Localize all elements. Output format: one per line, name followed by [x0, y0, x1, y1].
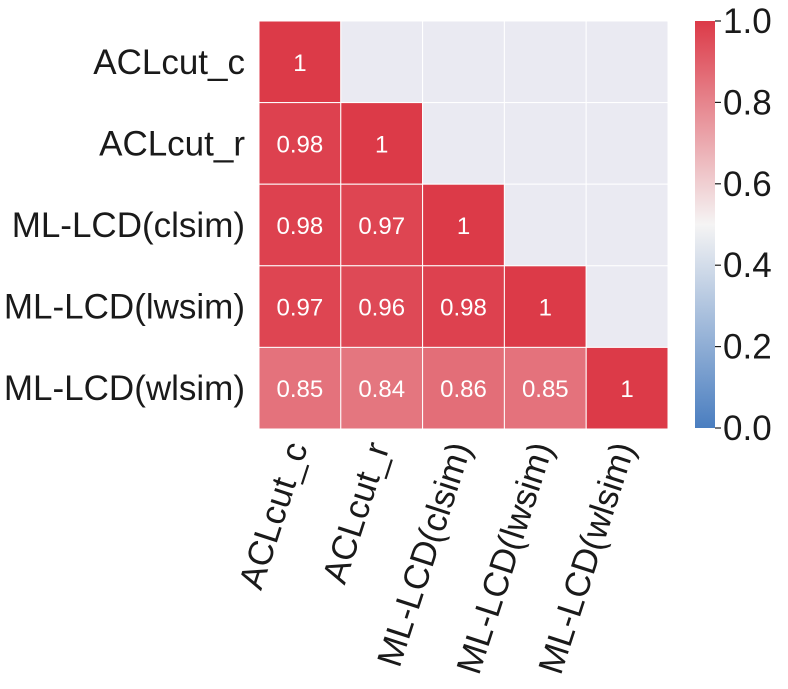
cell-value-label: 1 — [539, 295, 552, 322]
cell-value-label: 1 — [457, 213, 470, 240]
masked-cell — [422, 20, 505, 104]
colorbar-tick-label: 0.4 — [723, 246, 772, 285]
row-labels: ACLcut_c ACLcut_r ML-LCD(clsim) ML-LCD(lwsi… — [4, 43, 245, 408]
colorbar-tick-label: 0.2 — [723, 328, 772, 367]
heatmap-cell — [422, 346, 505, 430]
masked-cell — [340, 20, 424, 104]
masked-cell — [422, 102, 505, 185]
column-labels: ACLcut_c ACLcut_rML-LCD(clsim)ML-LCD(lwsi… — [232, 437, 643, 679]
cell-value-label: 0.97 — [358, 213, 405, 240]
cell-value-label: 0.85 — [277, 376, 324, 403]
cell-value-label: 1 — [620, 376, 633, 403]
masked-cell — [585, 265, 669, 348]
colorbar-tick-label: 0.6 — [723, 165, 772, 204]
plot-area: 1 0.98 1 0.98 0.97 1 0.97 0.96 0.98 1 0.85 0.84 0.86… — [258, 20, 669, 430]
heatmap-cell — [258, 20, 342, 104]
masked-cell — [585, 102, 669, 185]
cell-value-label: 1 — [375, 131, 388, 158]
masked-cell — [503, 102, 587, 185]
colorbar-tick-label: 1.0 — [723, 2, 772, 41]
heatmap-cell — [258, 102, 342, 185]
row-label: ML-LCD(lwsim) — [4, 288, 245, 327]
row-label: ML-LCD(clsim) — [12, 206, 245, 245]
colorbar-tick-label: 0.0 — [723, 409, 772, 448]
heatmap-cell — [503, 346, 587, 430]
heatmap-cell — [503, 265, 587, 348]
heatmap-cell — [340, 183, 424, 267]
colorbar-tick-label: 0.8 — [723, 83, 772, 122]
row-label: ACLcut_r — [99, 124, 245, 163]
cell-value-label: 0.98 — [277, 131, 324, 158]
masked-cell — [585, 183, 669, 267]
row-label: ACLcut_c — [93, 43, 245, 82]
cell-value-label: 0.98 — [440, 295, 487, 322]
cell-value-label: 1 — [293, 50, 306, 77]
cell-value-label: 0.96 — [358, 295, 405, 322]
masked-cell — [503, 183, 587, 267]
cell-value-label: 0.84 — [358, 376, 405, 403]
heatmap-cell — [340, 346, 424, 430]
colorbar: 0.0 0.2 0.4 0.6 0.8 1.0 — [695, 2, 772, 448]
cell-value-label: 0.97 — [277, 295, 324, 322]
masked-cell — [503, 20, 587, 104]
heatmap-cell — [422, 183, 505, 267]
heatmap-cell — [585, 346, 669, 430]
heatmap-cell — [340, 265, 424, 348]
cell-value-label: 0.98 — [277, 213, 324, 240]
heatmap-cell — [258, 183, 342, 267]
cell-value-label: 0.86 — [440, 376, 487, 403]
cell-value-label: 0.85 — [522, 376, 569, 403]
column-label: ACLcut_r — [315, 437, 397, 588]
row-label: ML-LCD(wlsim) — [4, 369, 245, 408]
masked-cell — [585, 20, 669, 104]
column-label: ACLcut_c — [232, 437, 316, 593]
colorbar-gradient — [695, 21, 715, 428]
heatmap-cell — [340, 102, 424, 185]
